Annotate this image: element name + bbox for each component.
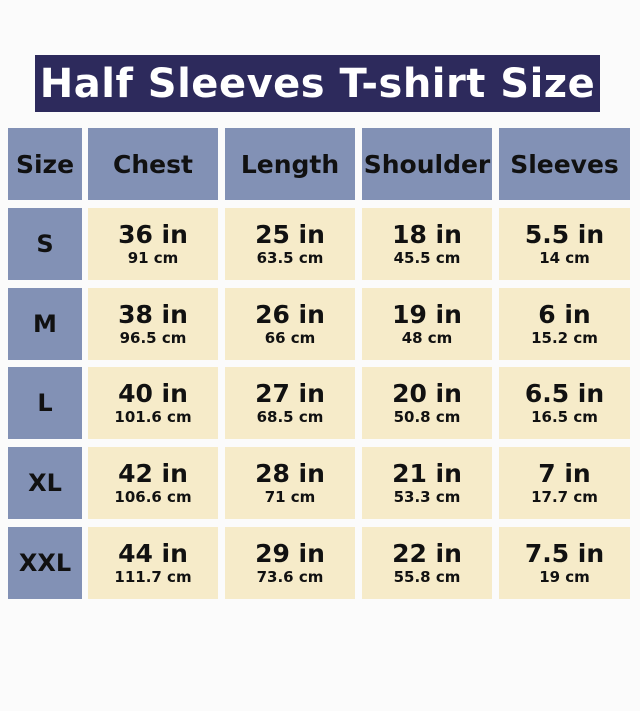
table-cell: 42 in 106.6 cm bbox=[88, 447, 218, 519]
inch-value: 21 in bbox=[392, 459, 462, 488]
cm-value: 50.8 cm bbox=[393, 408, 461, 426]
column-header: Length bbox=[225, 128, 355, 200]
table-cell: 7 in 17.7 cm bbox=[499, 447, 630, 519]
cm-value: 111.7 cm bbox=[114, 568, 192, 586]
table-cell: 18 in 45.5 cm bbox=[362, 208, 492, 280]
size-label: XL bbox=[8, 447, 82, 519]
table-cell: 25 in 63.5 cm bbox=[225, 208, 355, 280]
inch-value: 25 in bbox=[255, 220, 325, 249]
inch-value: 27 in bbox=[255, 379, 325, 408]
cm-value: 96.5 cm bbox=[119, 329, 187, 347]
table-cell: 26 in 66 cm bbox=[225, 288, 355, 360]
inch-value: 7 in bbox=[538, 459, 591, 488]
cm-value: 55.8 cm bbox=[393, 568, 461, 586]
cm-value: 16.5 cm bbox=[531, 408, 598, 426]
inch-value: 6.5 in bbox=[524, 379, 605, 408]
size-label: L bbox=[8, 367, 82, 439]
inch-value: 22 in bbox=[392, 539, 462, 568]
inch-value: 40 in bbox=[118, 379, 188, 408]
column-header: Sleeves bbox=[499, 128, 630, 200]
cm-value: 68.5 cm bbox=[256, 408, 324, 426]
page-title: Half Sleeves T-shirt Size bbox=[35, 55, 600, 112]
inch-value: 26 in bbox=[255, 300, 325, 329]
table-cell: 28 in 71 cm bbox=[225, 447, 355, 519]
inch-value: 18 in bbox=[392, 220, 462, 249]
cm-value: 63.5 cm bbox=[256, 249, 324, 267]
cm-value: 14 cm bbox=[539, 249, 590, 267]
table-cell: 44 in 111.7 cm bbox=[88, 527, 218, 599]
cm-value: 91 cm bbox=[127, 249, 179, 267]
table-cell: 7.5 in 19 cm bbox=[499, 527, 630, 599]
table-cell: 27 in 68.5 cm bbox=[225, 367, 355, 439]
table-cell: 6 in 15.2 cm bbox=[499, 288, 630, 360]
inch-value: 6 in bbox=[538, 300, 591, 329]
inch-value: 20 in bbox=[392, 379, 462, 408]
inch-value: 19 in bbox=[392, 300, 462, 329]
cm-value: 19 cm bbox=[539, 568, 590, 586]
cm-value: 48 cm bbox=[401, 329, 453, 347]
inch-value: 44 in bbox=[118, 539, 188, 568]
column-header: Size bbox=[8, 128, 82, 200]
cm-value: 17.7 cm bbox=[531, 488, 598, 506]
table-cell: 22 in 55.8 cm bbox=[362, 527, 492, 599]
inch-value: 38 in bbox=[118, 300, 188, 329]
inch-value: 42 in bbox=[118, 459, 188, 488]
table-cell: 20 in 50.8 cm bbox=[362, 367, 492, 439]
cm-value: 71 cm bbox=[264, 488, 316, 506]
cm-value: 66 cm bbox=[264, 329, 316, 347]
cm-value: 15.2 cm bbox=[531, 329, 598, 347]
inch-value: 29 in bbox=[255, 539, 325, 568]
table-cell: 40 in 101.6 cm bbox=[88, 367, 218, 439]
inch-value: 28 in bbox=[255, 459, 325, 488]
table-cell: 38 in 96.5 cm bbox=[88, 288, 218, 360]
cm-value: 73.6 cm bbox=[256, 568, 324, 586]
cm-value: 106.6 cm bbox=[114, 488, 192, 506]
table-cell: 6.5 in 16.5 cm bbox=[499, 367, 630, 439]
table-cell: 29 in 73.6 cm bbox=[225, 527, 355, 599]
column-header: Shoulder bbox=[362, 128, 492, 200]
cm-value: 53.3 cm bbox=[393, 488, 461, 506]
size-label: M bbox=[8, 288, 82, 360]
table-cell: 19 in 48 cm bbox=[362, 288, 492, 360]
column-header: Chest bbox=[88, 128, 218, 200]
inch-value: 5.5 in bbox=[524, 220, 605, 249]
inch-value: 7.5 in bbox=[524, 539, 605, 568]
cm-value: 101.6 cm bbox=[114, 408, 192, 426]
table-cell: 5.5 in 14 cm bbox=[499, 208, 630, 280]
size-label: S bbox=[8, 208, 82, 280]
inch-value: 36 in bbox=[118, 220, 188, 249]
size-label: XXL bbox=[8, 527, 82, 599]
table-cell: 21 in 53.3 cm bbox=[362, 447, 492, 519]
table-cell: 36 in 91 cm bbox=[88, 208, 218, 280]
cm-value: 45.5 cm bbox=[393, 249, 461, 267]
